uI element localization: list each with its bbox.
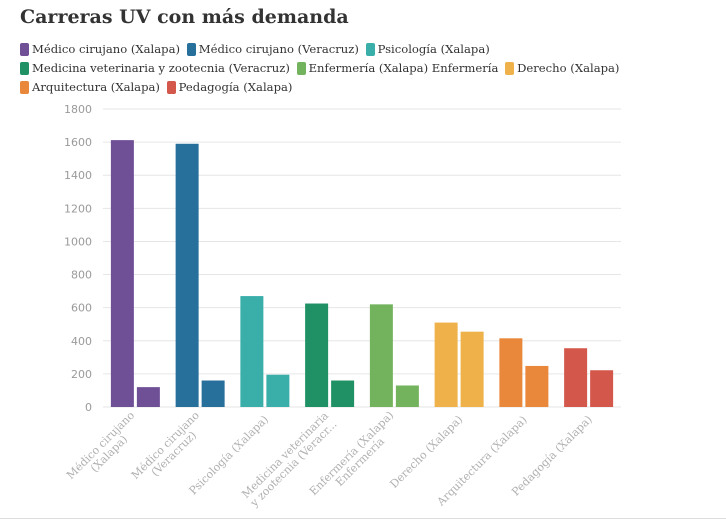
chart-title: Carreras UV con más demanda [20, 6, 349, 28]
y-tick-label: 1000 [64, 235, 92, 248]
legend-item-medico-xalapa[interactable]: Médico cirujano (Xalapa) [20, 42, 180, 58]
legend-row: Medicina veterinaria y zootecnia (Veracr… [20, 61, 710, 80]
legend-label: Enfermería (Xalapa) Enfermería [308, 60, 499, 75]
legend-label: Medicina veterinaria y zootecnia (Veracr… [32, 60, 290, 75]
bar [266, 374, 290, 407]
y-tick-label: 1400 [64, 169, 92, 182]
bottom-divider [0, 518, 726, 519]
y-tick-label: 0 [85, 401, 92, 414]
legend-label: Médico cirujano (Xalapa) [32, 42, 181, 56]
legend-swatch [365, 43, 375, 57]
legend-item-enfermeria[interactable]: Enfermería (Xalapa) Enfermería [296, 60, 499, 77]
legend-row: Médico cirujano (Xalapa) Médico cirujano… [20, 42, 710, 61]
y-tick-label: 400 [71, 335, 92, 348]
bar [395, 385, 419, 407]
bar [305, 303, 329, 407]
legend-item-veterinaria[interactable]: Medicina veterinaria y zootecnia (Veracr… [20, 61, 290, 77]
legend-swatch [20, 80, 29, 94]
legend-item-pedagogia[interactable]: Pedagogía (Xalapa) [166, 79, 293, 96]
bar [434, 322, 458, 407]
bar [331, 380, 355, 407]
bar [136, 387, 160, 407]
legend-swatch [166, 80, 176, 94]
bar [590, 370, 614, 407]
bar [525, 365, 549, 407]
legend-swatch [296, 62, 306, 75]
legend-swatch [505, 62, 515, 75]
legend-item-derecho[interactable]: Derecho (Xalapa) [505, 61, 619, 77]
bar [460, 331, 484, 407]
y-tick-label: 800 [71, 269, 92, 282]
bar [110, 140, 134, 407]
bar [201, 380, 225, 407]
legend-item-arquitectura[interactable]: Arquitectura (Xalapa) [20, 80, 160, 96]
y-tick-label: 200 [71, 368, 92, 381]
bar [564, 348, 588, 407]
bar [499, 338, 523, 407]
legend-label: Médico cirujano (Veracruz) [198, 42, 359, 56]
legend-label: Psicología (Xalapa) [377, 42, 490, 56]
legend-swatch [186, 43, 196, 57]
legend-label: Arquitectura (Xalapa) [32, 79, 160, 94]
bar [240, 296, 264, 407]
y-tick-label: 1600 [64, 136, 92, 149]
y-tick-label: 1200 [64, 202, 92, 215]
chart-legend: Médico cirujano (Xalapa) Médico cirujano… [20, 42, 710, 98]
legend-label: Pedagogía (Xalapa) [178, 79, 293, 94]
y-tick-label: 1800 [64, 103, 92, 116]
legend-item-medico-veracruz[interactable]: Médico cirujano (Veracruz) [186, 42, 359, 58]
legend-label: Derecho (Xalapa) [517, 60, 620, 75]
legend-item-psicologia[interactable]: Psicología (Xalapa) [365, 42, 490, 58]
legend-swatch [20, 62, 29, 75]
legend-swatch [20, 43, 29, 57]
bar [175, 143, 199, 407]
bar [369, 304, 393, 407]
y-tick-label: 600 [71, 302, 92, 315]
legend-row: Arquitectura (Xalapa) Pedagogía (Xalapa) [20, 80, 710, 99]
